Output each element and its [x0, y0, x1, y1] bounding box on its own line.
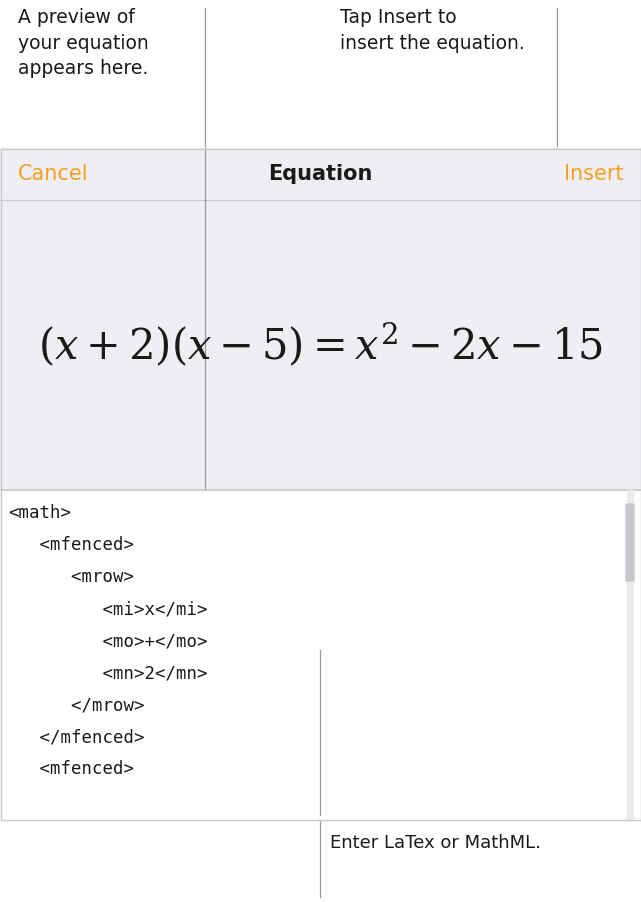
Text: <mo>+</mo>: <mo>+</mo> [8, 632, 208, 650]
Text: <mn>2</mn>: <mn>2</mn> [8, 664, 208, 682]
Text: <mfenced>: <mfenced> [8, 760, 134, 778]
Bar [0, 0, 641, 148]
Text: <math>: <math> [8, 504, 71, 522]
Text: $(x + 2)(x - 5) = x^2 - 2x - 15$: $(x + 2)(x - 5) = x^2 - 2x - 15$ [38, 321, 603, 369]
Bar [0, 148, 641, 820]
Text: </mfenced>: </mfenced> [8, 728, 144, 746]
Bar [0, 490, 641, 820]
Bar [0, 820, 641, 902]
Text: A preview of
your equation
appears here.: A preview of your equation appears here. [18, 8, 149, 78]
Text: Tap Insert to
insert the equation.: Tap Insert to insert the equation. [340, 8, 525, 52]
Text: Enter LaTex or MathML.: Enter LaTex or MathML. [330, 834, 541, 852]
Text: Equation: Equation [268, 164, 372, 184]
Text: Cancel: Cancel [18, 164, 88, 184]
Bar [0, 148, 641, 200]
Bar [0, 200, 641, 490]
Text: <mi>x</mi>: <mi>x</mi> [8, 600, 208, 618]
Text: <mfenced>: <mfenced> [8, 536, 134, 554]
Text: </mrow>: </mrow> [8, 696, 144, 714]
Bar [1, 149, 640, 820]
Text: <mrow>: <mrow> [8, 568, 134, 586]
Text: Insert: Insert [564, 164, 624, 184]
Bar [627, 490, 633, 820]
FancyBboxPatch shape [626, 504, 634, 581]
